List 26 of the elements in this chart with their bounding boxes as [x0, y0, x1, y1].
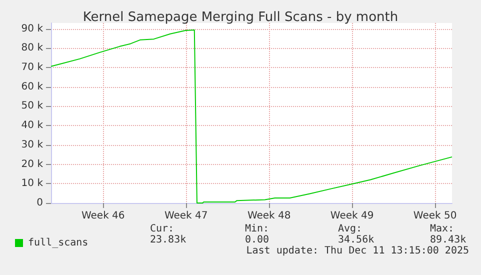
y-tick-label: 30 k	[21, 139, 44, 150]
y-tick-label: 0	[36, 198, 43, 208]
text: 23.83k	[150, 234, 186, 246]
chart-title: Kernel Samepage Merging Full Scans - by month	[82, 10, 398, 25]
text: 89.43k	[430, 234, 466, 246]
y-tick-label: 50 k	[21, 100, 44, 112]
y-tick-label: 20 k	[21, 158, 44, 170]
text: Avg:	[338, 224, 362, 234]
text: Max:	[430, 224, 454, 234]
text: Last update: Thu Dec 11 13:15:00 2025	[246, 246, 470, 256]
y-tick-label: 90 k	[21, 23, 44, 34]
text: Cur:	[150, 224, 174, 234]
y-tick-label: 60 k	[21, 81, 44, 92]
legend-label: full_scans	[28, 238, 88, 248]
y-tick-label: 80 k	[21, 42, 44, 54]
text: Min:	[245, 224, 270, 234]
text: 34.56k	[338, 234, 374, 246]
x-tick-label: Week 50	[413, 210, 457, 222]
x-tick-label: Week 46	[81, 210, 125, 222]
y-tick-label: 10 k	[21, 178, 44, 190]
y-tick-label: 70 k	[21, 62, 44, 74]
text: 0.00	[245, 234, 270, 246]
x-tick-label: Week 49	[330, 210, 374, 222]
x-tick-label: Week 47	[164, 210, 208, 222]
y-tick-label: 40 k	[21, 120, 44, 132]
x-tick-label: Week 48	[247, 210, 291, 222]
